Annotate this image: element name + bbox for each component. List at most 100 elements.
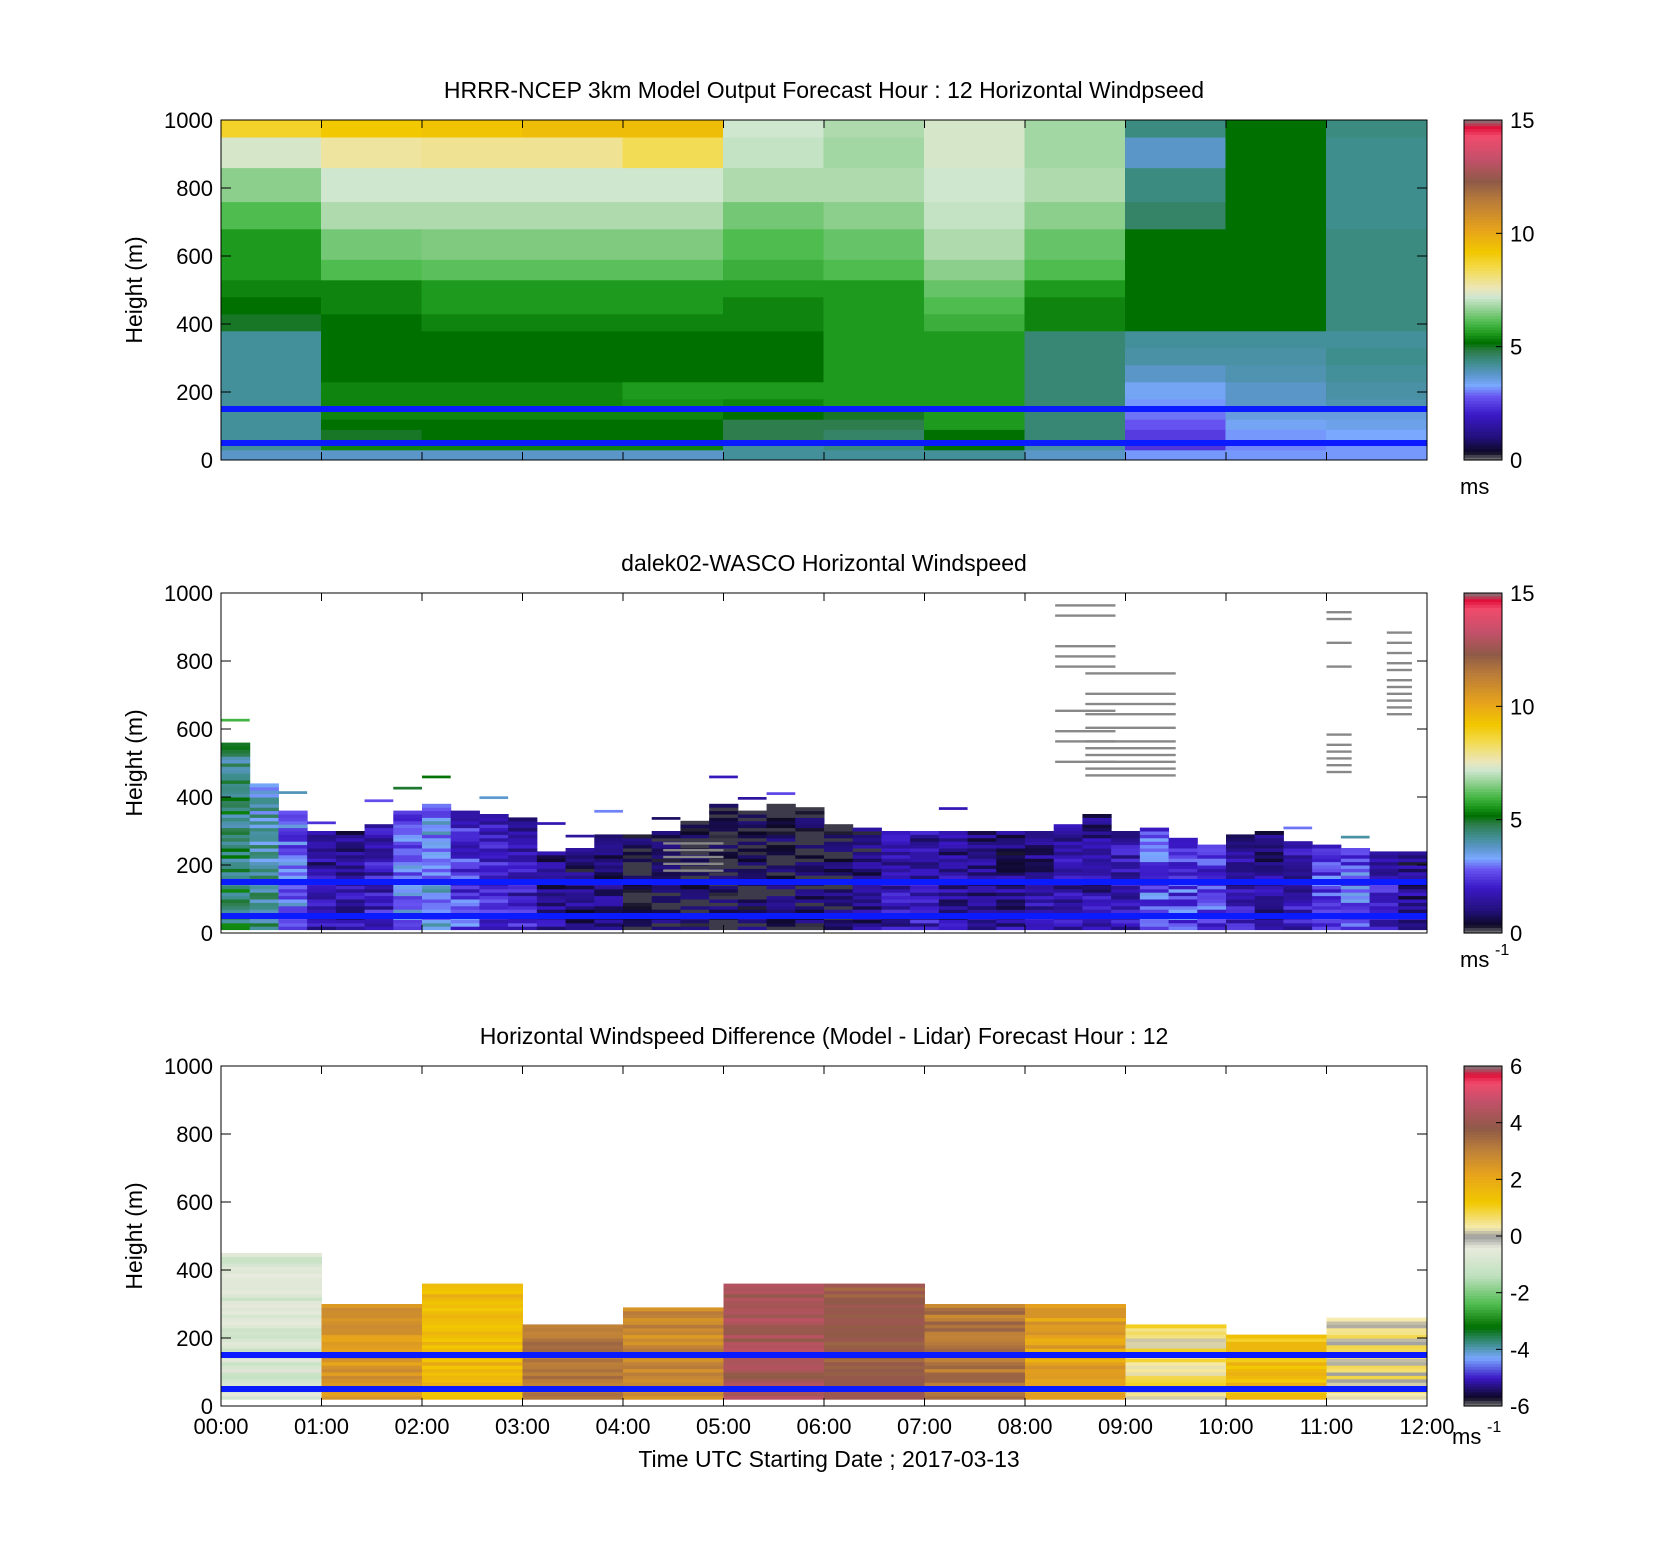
heatmap-cell xyxy=(824,1314,925,1319)
heatmap-cell xyxy=(795,807,825,812)
heatmap-cell xyxy=(766,868,796,873)
heatmap-cell xyxy=(594,837,624,842)
colorbar-segment xyxy=(1464,610,1502,614)
heatmap-cell xyxy=(220,347,322,366)
heatmap-cell xyxy=(1125,347,1227,366)
heatmap-cell xyxy=(623,851,653,856)
heatmap-cell xyxy=(1340,868,1371,873)
colorbar-segment xyxy=(1464,646,1502,651)
colorbar-segment xyxy=(1464,171,1502,175)
heatmap-cell xyxy=(1082,865,1112,869)
x-tick-label: 00:00 xyxy=(193,1414,248,1439)
heatmap-cell xyxy=(522,1324,624,1329)
missing-data-cell xyxy=(1386,668,1412,672)
heatmap-cell xyxy=(1312,848,1342,852)
colorbar-segment xyxy=(1464,324,1502,328)
heatmap-cell xyxy=(723,418,825,430)
heatmap-cell xyxy=(852,875,882,880)
heatmap-cell xyxy=(249,875,279,880)
colorbar-segment xyxy=(1464,1083,1502,1087)
heatmap-cell xyxy=(479,854,509,859)
heatmap-cell xyxy=(1398,905,1428,910)
heatmap-cell xyxy=(249,837,279,842)
heatmap-cell xyxy=(450,902,480,907)
colorbar-segment xyxy=(1464,1369,1502,1373)
heatmap-cell xyxy=(450,888,480,893)
heatmap-cell xyxy=(522,1348,624,1353)
colorbar-segment xyxy=(1464,403,1502,407)
heatmap-cell xyxy=(852,851,882,856)
heatmap-cell xyxy=(1340,919,1371,924)
heatmap-cell xyxy=(924,1375,1026,1380)
heatmap-cell xyxy=(1312,892,1342,897)
heatmap-cell xyxy=(1082,817,1112,822)
heatmap-cell xyxy=(321,1314,423,1319)
heatmap-cell xyxy=(1226,861,1256,866)
heatmap-cell xyxy=(1125,364,1227,383)
missing-data-cell xyxy=(1326,641,1352,644)
heatmap-cell xyxy=(221,807,251,812)
colorbar-segment xyxy=(1464,360,1502,365)
heatmap-cell xyxy=(450,892,480,897)
heatmap-cell xyxy=(1197,875,1227,880)
heatmap-cell xyxy=(307,905,337,910)
heatmap-cell xyxy=(249,899,279,903)
heatmap-cell xyxy=(422,837,452,842)
heatmap-cell xyxy=(766,888,796,893)
heatmap-cell xyxy=(924,1324,1026,1329)
heatmap-cell xyxy=(766,875,796,880)
heatmap-cell xyxy=(522,330,624,349)
heatmap-cell xyxy=(1254,854,1284,859)
heatmap-cell xyxy=(278,844,308,849)
heatmap-cell xyxy=(1326,1365,1428,1370)
colorbar-segment xyxy=(1464,1340,1502,1345)
heatmap-cell xyxy=(680,892,710,897)
heatmap-cell xyxy=(1340,909,1371,914)
heatmap-cell xyxy=(594,899,624,903)
heatmap-cell xyxy=(823,381,925,400)
heatmap-cell xyxy=(1225,398,1327,410)
heatmap-cell xyxy=(479,834,509,839)
colorbar-segment xyxy=(1464,683,1502,688)
heatmap-cell xyxy=(924,279,1026,298)
heatmap-cell xyxy=(1082,837,1112,842)
heatmap-cell xyxy=(307,875,337,880)
heatmap-cell xyxy=(249,919,279,924)
heatmap-cell xyxy=(824,899,854,903)
heatmap-cell xyxy=(450,848,480,852)
colorbar-segment xyxy=(1464,845,1502,849)
heatmap-cell xyxy=(824,1375,925,1380)
heatmap-cell xyxy=(967,858,997,863)
heatmap-cell xyxy=(938,851,969,856)
heatmap-cell xyxy=(335,875,366,880)
heatmap-cell xyxy=(1225,428,1327,441)
heatmap-cell xyxy=(1111,868,1141,873)
heatmap-cell xyxy=(737,827,768,832)
missing-data-cell xyxy=(1085,740,1176,743)
heatmap-cell xyxy=(522,1334,624,1339)
heatmap-cell xyxy=(1312,888,1342,893)
heatmap-cell xyxy=(651,919,681,924)
colorbar-segment xyxy=(1464,882,1502,886)
heatmap-cell xyxy=(508,902,538,907)
heatmap-cell xyxy=(623,1334,724,1339)
heatmap-cell xyxy=(421,228,523,260)
heatmap-cell xyxy=(1340,854,1371,859)
heatmap-cell xyxy=(622,398,724,410)
heatmap-cell xyxy=(1283,892,1313,897)
heatmap-cell xyxy=(1025,837,1055,842)
heatmap-cell xyxy=(508,820,538,825)
heatmap-cell xyxy=(824,827,854,832)
heatmap-cell xyxy=(1025,922,1055,927)
heatmap-cell xyxy=(249,810,279,815)
colorbar-segment xyxy=(1464,1221,1502,1226)
colorbar-segment xyxy=(1464,1278,1502,1282)
x-tick-label: 11:00 xyxy=(1300,1414,1353,1439)
heatmap-cell xyxy=(1226,871,1256,876)
colorbar-tick-label: 0 xyxy=(1510,1224,1522,1249)
heatmap-cell xyxy=(422,814,452,818)
heatmap-cell xyxy=(1226,834,1256,839)
colorbar-segment xyxy=(1464,706,1502,710)
heatmap-cell xyxy=(1197,888,1227,893)
heatmap-cell xyxy=(221,841,251,846)
